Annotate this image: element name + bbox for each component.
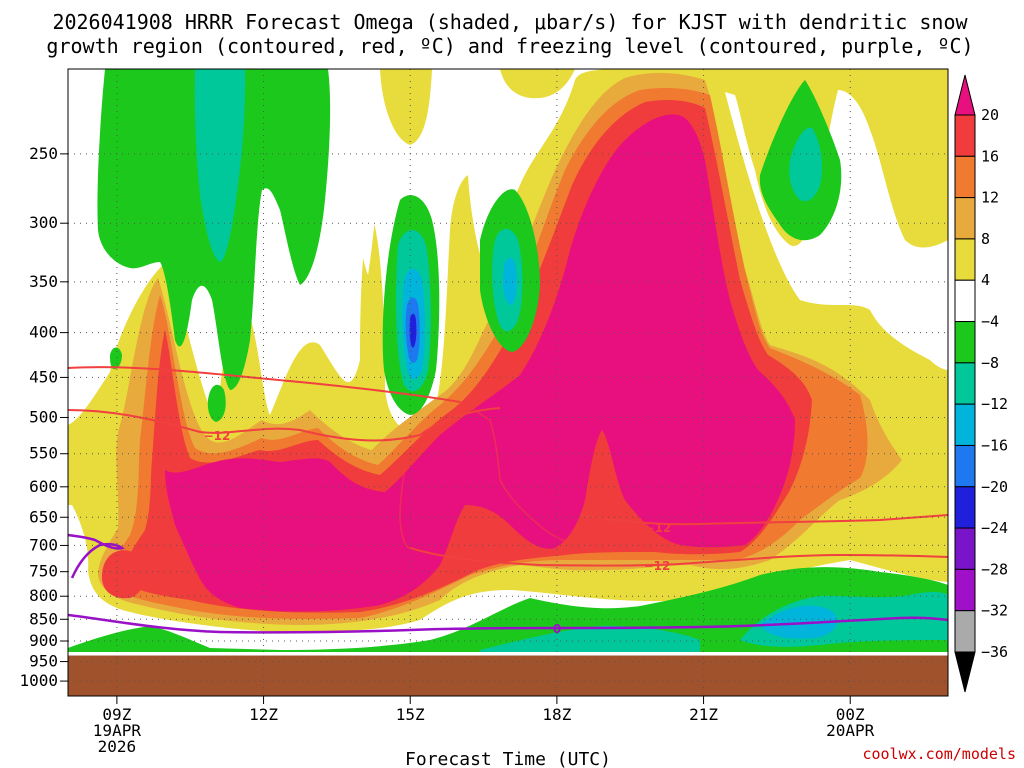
omega-region-pos4-top — [380, 69, 432, 145]
omega-region-neutral-gap4 — [440, 69, 500, 160]
y-tick-label: 850 — [29, 609, 58, 628]
omega-region-neg12-b — [503, 257, 517, 305]
colorbar-label: −12 — [981, 395, 1008, 413]
omega-shaded-field — [68, 69, 948, 696]
colorbar-swatch — [954, 568, 976, 612]
colorbar-swatch — [954, 486, 976, 529]
colorbar-swatch — [954, 238, 976, 281]
chart-title-line1: 2026041908 HRRR Forecast Omega (shaded, … — [52, 10, 968, 34]
colorbar-swatch — [954, 403, 976, 446]
omega-region-neg4-low — [68, 567, 948, 652]
colorbar-label: 4 — [981, 271, 990, 289]
x-tick-date-label: 19APR — [93, 721, 142, 740]
y-tick-label: 1000 — [19, 671, 58, 690]
dgz-contour-inner2 — [399, 449, 411, 549]
colorbar-label: −32 — [981, 602, 1008, 620]
plot-gridlines — [68, 69, 948, 696]
x-tick-label: 09Z — [102, 705, 131, 724]
y-tick-label: 650 — [29, 507, 58, 526]
x-tick-label: 18Z — [542, 705, 571, 724]
y-tick-label: 400 — [29, 323, 58, 342]
x-tick-year-label: 2026 — [98, 737, 137, 756]
colorbar-label: 20 — [981, 106, 999, 124]
omega-region-neg20-a — [409, 313, 417, 348]
omega-region-pos16-small — [101, 550, 146, 599]
omega-region-neg8-d — [789, 127, 823, 202]
y-tick-label: 800 — [29, 586, 58, 605]
y-tick-label: 500 — [29, 407, 58, 426]
colorbar-swatch — [954, 610, 976, 653]
ground-surface — [68, 655, 948, 696]
plot-frame — [67, 68, 949, 697]
y-tick-label: 300 — [29, 213, 58, 232]
dgz-contour-label-3: −12 — [644, 559, 671, 573]
freezing-level-contour-left — [68, 533, 125, 579]
x-axis-title: Forecast Time (UTC) — [405, 749, 611, 768]
omega-region-neg4-c — [110, 347, 122, 370]
freezing-level-label: 0 — [553, 622, 561, 636]
watermark: coolwx.com/models — [862, 745, 1016, 763]
colorbar-label: −24 — [981, 519, 1008, 537]
omega-region-neutral-gap3 — [330, 69, 380, 275]
x-tick-label: 00Z — [836, 705, 865, 724]
omega-region-pos20-main — [165, 114, 795, 612]
colorbar-swatch — [954, 279, 976, 323]
y-tick-label: 450 — [29, 367, 58, 386]
dgz-contour-lower — [409, 547, 948, 567]
omega-region-pos4-b — [880, 69, 948, 210]
colorbar-swatch — [954, 114, 976, 157]
y-axis: 250 300 350 400 450 500 550 600 650 700 750 800 850 9… — [19, 144, 68, 690]
x-tick-date-label: 20APR — [826, 721, 875, 740]
dgz-contour-m12a — [68, 407, 501, 442]
y-tick-label: 950 — [29, 652, 58, 671]
dgz-contour-label-2: −12 — [645, 521, 672, 535]
colorbar-label: 12 — [981, 189, 999, 207]
y-tick-label: 600 — [29, 477, 58, 496]
dgz-contour-label-1: −12 — [204, 429, 231, 443]
colorbar-min-triangle — [954, 651, 976, 693]
colorbar-swatch — [954, 197, 976, 240]
y-tick-label: 350 — [29, 272, 58, 291]
colorbar-label: −4 — [981, 313, 999, 331]
colorbar-label: −36 — [981, 643, 1008, 661]
omega-region-neg4-b — [207, 384, 226, 422]
x-tick-label: 12Z — [249, 705, 278, 724]
colorbar-swatch — [954, 444, 976, 488]
omega-region-neg8-low — [480, 625, 700, 652]
colorbar: 20 16 12 8 4 −4 −8 −12 −16 −20 −24 −28 −32 −36 — [954, 74, 1008, 693]
freezing-level-contour — [68, 613, 948, 634]
y-tick-label: 900 — [29, 631, 58, 650]
y-tick-label: 550 — [29, 444, 58, 463]
dgz-contour-inner — [459, 401, 621, 543]
omega-region-neg8-a — [194, 69, 246, 262]
dgz-contour-mid — [579, 514, 948, 526]
y-tick-label: 750 — [29, 562, 58, 581]
dgz-contour-upper — [68, 366, 461, 403]
colorbar-max-triangle — [954, 74, 976, 116]
colorbar-swatch — [954, 527, 976, 570]
chart-title-line2: growth region (contoured, red, ºC) and f… — [46, 34, 973, 58]
colorbar-label: −28 — [981, 560, 1008, 578]
colorbar-swatch — [954, 362, 976, 405]
omega-region-neg12-low — [760, 605, 838, 639]
colorbar-label: −16 — [981, 436, 1008, 454]
colorbar-swatch — [954, 155, 976, 199]
colorbar-label: 16 — [981, 147, 999, 165]
x-tick-label: 21Z — [689, 705, 718, 724]
colorbar-label: −20 — [981, 478, 1008, 496]
y-tick-label: 700 — [29, 535, 58, 554]
colorbar-swatch — [954, 321, 976, 364]
omega-region-pos4-top2 — [500, 69, 575, 99]
colorbar-label: 8 — [981, 230, 990, 248]
colorbar-label: −8 — [981, 354, 999, 372]
y-tick-label: 250 — [29, 144, 58, 163]
omega-region-neutral-gap1 — [68, 69, 100, 370]
x-tick-label: 15Z — [396, 705, 425, 724]
